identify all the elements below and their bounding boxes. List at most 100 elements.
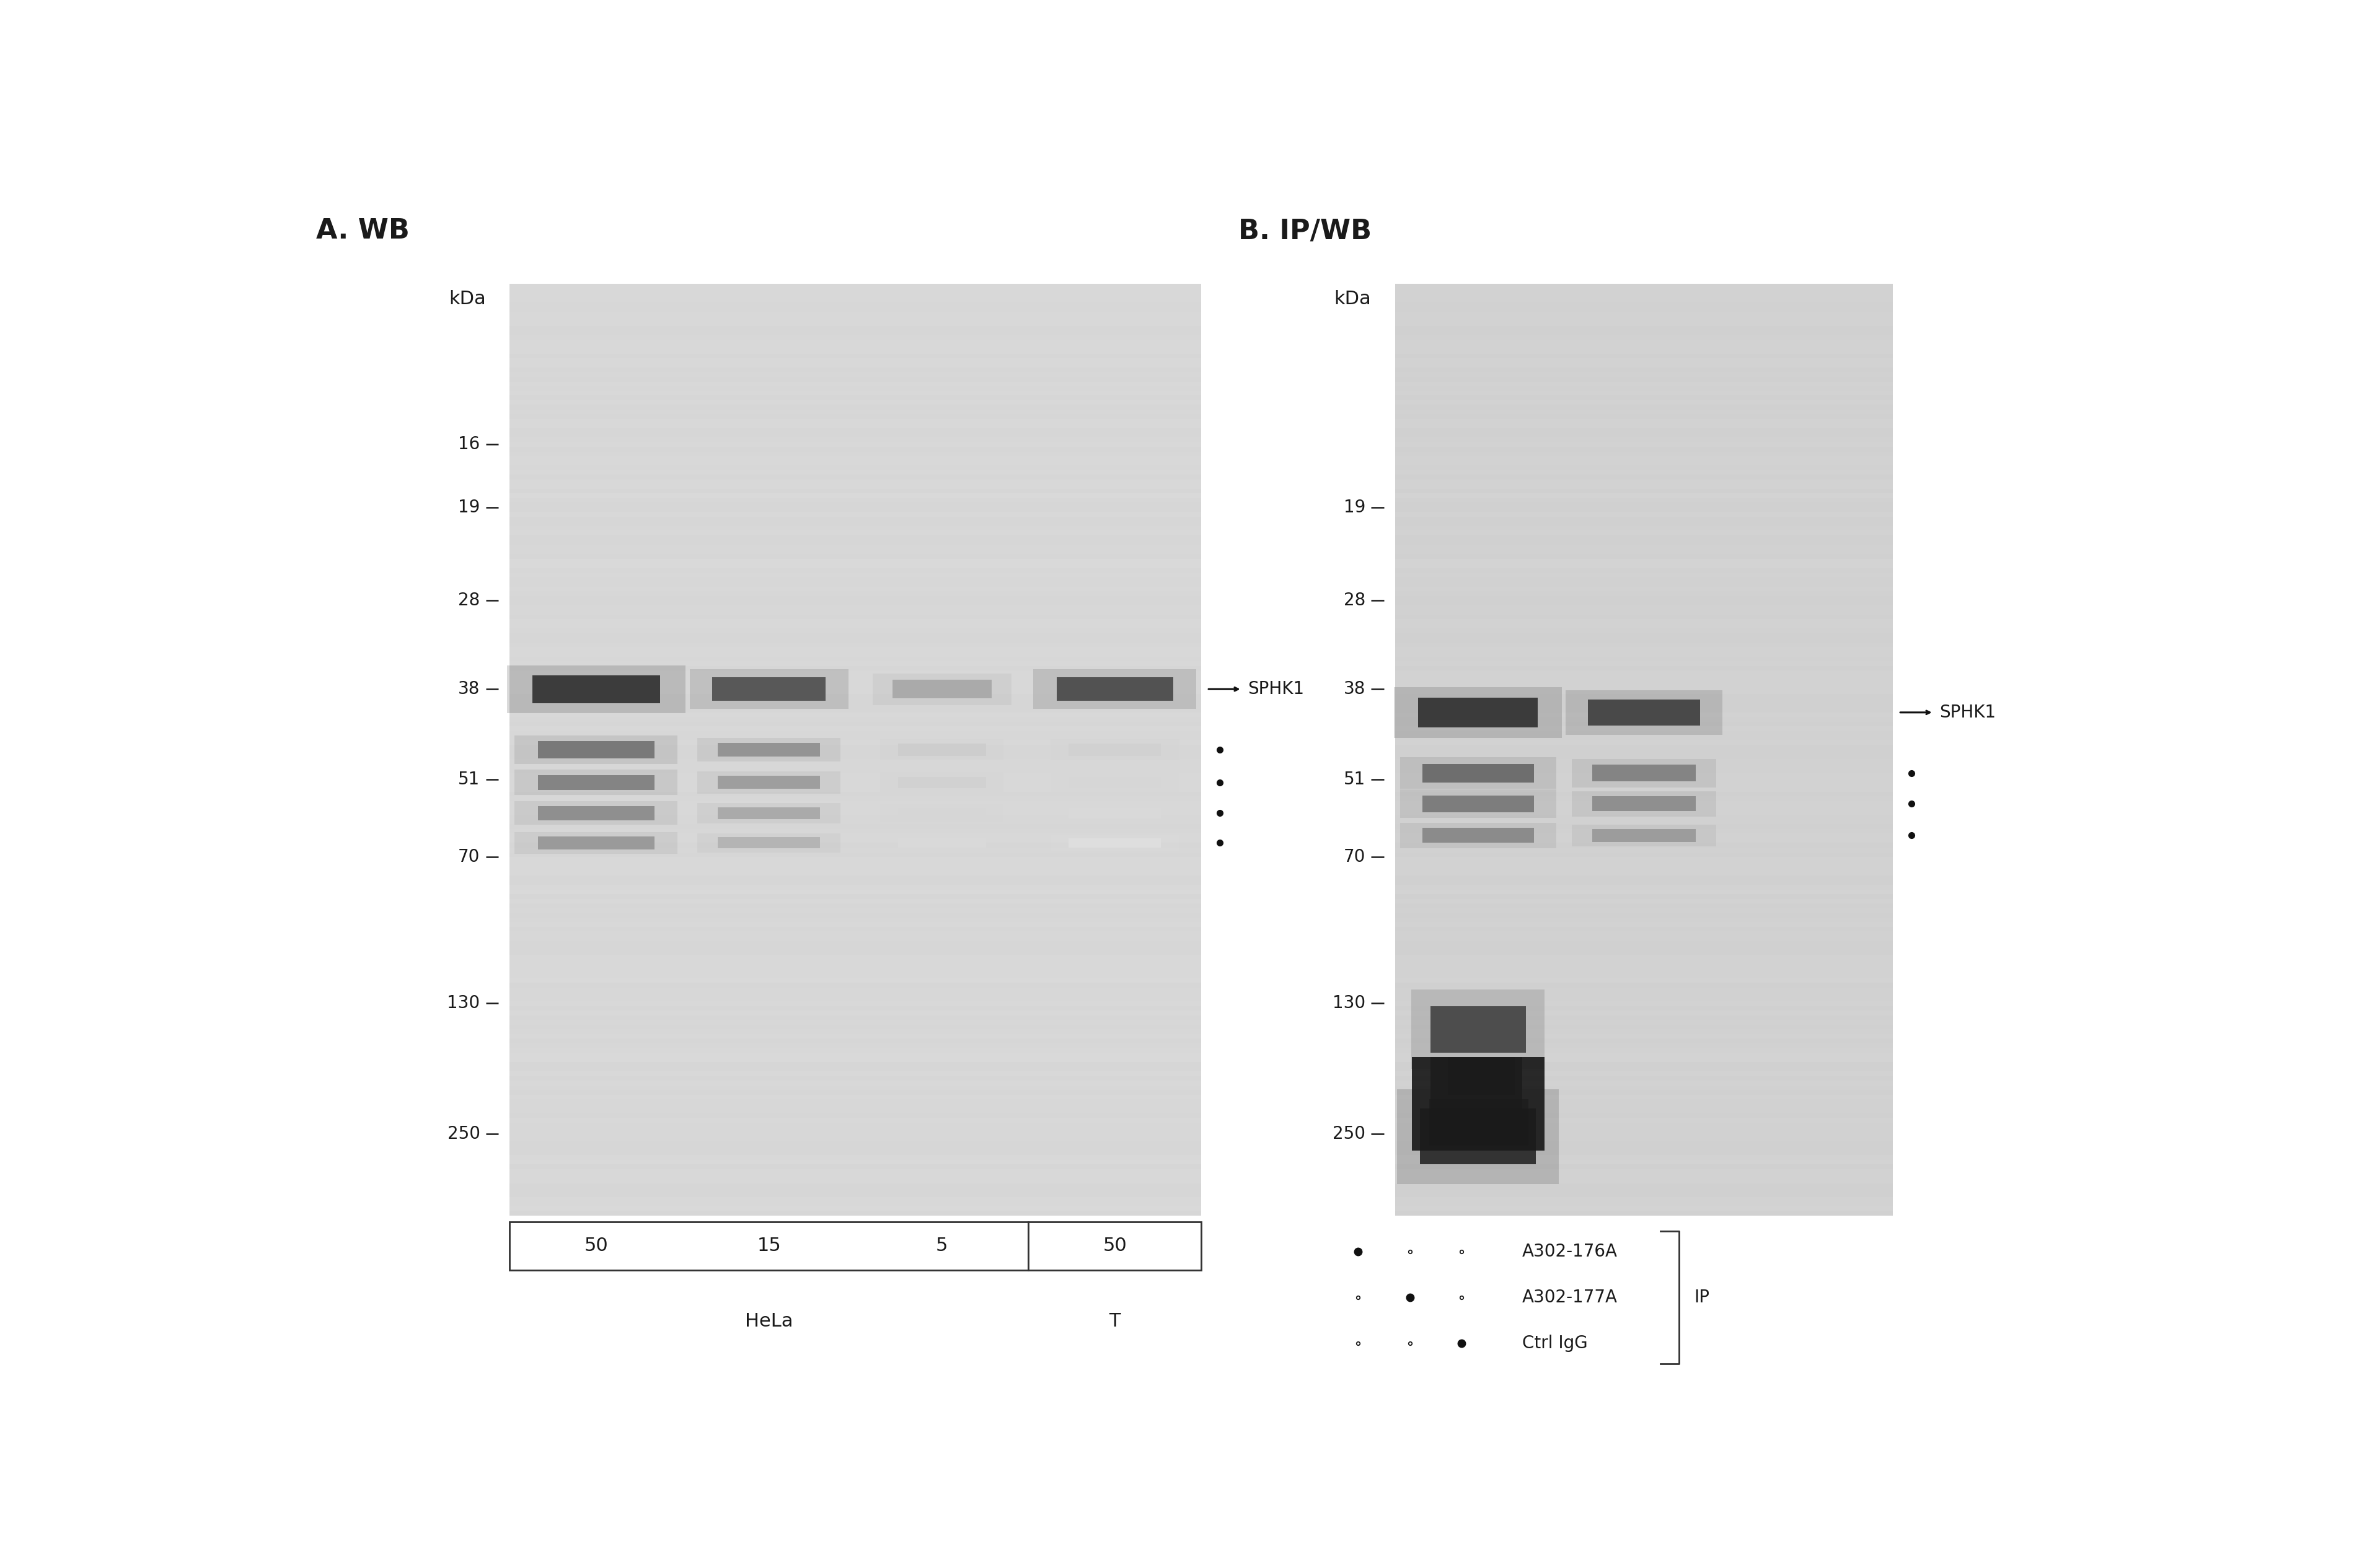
Bar xyxy=(509,289,1202,294)
Bar xyxy=(897,808,985,818)
Bar xyxy=(1395,1192,1892,1196)
Text: 70: 70 xyxy=(1345,848,1366,865)
Bar xyxy=(1395,1114,1892,1118)
Bar xyxy=(509,1187,1202,1192)
Bar xyxy=(1395,320,1892,325)
Bar xyxy=(509,912,1202,917)
Bar xyxy=(1395,903,1892,908)
Text: kDa: kDa xyxy=(1333,289,1371,308)
Bar xyxy=(509,936,1202,940)
Bar xyxy=(509,414,1202,419)
Bar xyxy=(1395,722,1892,726)
Bar xyxy=(1395,587,1892,592)
Bar xyxy=(690,670,847,709)
Bar xyxy=(509,400,1202,405)
Bar xyxy=(1395,1095,1892,1100)
Bar xyxy=(1395,689,1892,694)
Bar xyxy=(1050,739,1180,761)
Bar xyxy=(509,656,1202,661)
Bar xyxy=(1395,997,1892,1001)
Bar xyxy=(509,480,1202,484)
Bar xyxy=(1395,769,1892,773)
Bar xyxy=(1395,480,1892,484)
Bar xyxy=(509,522,1202,526)
Text: 130: 130 xyxy=(1333,995,1366,1012)
Bar xyxy=(1395,797,1892,801)
Bar xyxy=(509,750,1202,754)
Bar xyxy=(509,1165,1202,1170)
Bar xyxy=(1395,1072,1892,1076)
Bar xyxy=(509,876,1202,881)
Bar xyxy=(1395,303,1892,308)
Bar xyxy=(509,665,1202,670)
Bar xyxy=(1395,536,1892,540)
Bar xyxy=(509,442,1202,447)
Bar xyxy=(1395,433,1892,437)
Bar xyxy=(509,926,1202,931)
Bar xyxy=(509,1039,1202,1043)
Bar xyxy=(509,1151,1202,1156)
Bar xyxy=(1395,978,1892,982)
Bar xyxy=(509,679,1202,684)
Bar xyxy=(1395,381,1892,386)
Bar xyxy=(1395,973,1892,978)
Bar xyxy=(1395,284,1892,289)
Bar xyxy=(509,564,1202,569)
Bar xyxy=(1395,1076,1892,1081)
Bar xyxy=(1395,512,1892,517)
Bar xyxy=(1395,1161,1892,1165)
Bar xyxy=(1395,522,1892,526)
Bar xyxy=(1395,1196,1892,1201)
Bar xyxy=(1395,931,1892,936)
Bar xyxy=(509,731,1202,736)
Bar xyxy=(509,1011,1202,1015)
Bar xyxy=(509,881,1202,886)
Bar xyxy=(509,1081,1202,1086)
Bar xyxy=(1395,736,1892,740)
Bar xyxy=(1395,592,1892,597)
Bar xyxy=(509,372,1202,376)
Bar xyxy=(1395,1128,1892,1132)
Bar xyxy=(509,759,1202,764)
Bar xyxy=(509,433,1202,437)
Bar xyxy=(1395,848,1892,853)
Bar xyxy=(1395,898,1892,903)
Bar xyxy=(1395,498,1892,503)
Bar xyxy=(1395,1011,1892,1015)
Bar xyxy=(509,419,1202,423)
Bar xyxy=(1395,945,1892,950)
Bar xyxy=(509,600,1202,604)
Bar xyxy=(509,362,1202,367)
Bar xyxy=(509,992,1202,997)
Bar xyxy=(1566,690,1723,734)
Bar xyxy=(509,339,1202,344)
Bar xyxy=(509,908,1202,912)
Bar xyxy=(509,839,1202,843)
Bar xyxy=(509,614,1202,619)
Bar xyxy=(509,661,1202,665)
Bar xyxy=(1395,1170,1892,1173)
Bar xyxy=(1395,423,1892,428)
Bar xyxy=(509,508,1202,512)
Bar xyxy=(1395,316,1892,320)
Bar xyxy=(1395,298,1892,303)
Bar xyxy=(1395,578,1892,583)
Bar xyxy=(1395,1206,1892,1211)
Bar xyxy=(1395,312,1892,316)
Bar xyxy=(1069,839,1161,848)
Bar xyxy=(1069,776,1161,787)
Bar xyxy=(1395,876,1892,881)
Bar xyxy=(509,587,1202,592)
Bar xyxy=(1395,555,1892,559)
Bar xyxy=(1395,917,1892,922)
Bar xyxy=(509,829,1202,834)
Bar xyxy=(1571,790,1716,817)
Bar xyxy=(509,423,1202,428)
Bar xyxy=(509,1156,1202,1161)
Bar xyxy=(509,298,1202,303)
Bar xyxy=(509,1048,1202,1053)
Bar xyxy=(1395,494,1892,498)
Bar xyxy=(1395,1043,1892,1048)
Bar xyxy=(1395,353,1892,358)
Bar xyxy=(538,775,654,790)
